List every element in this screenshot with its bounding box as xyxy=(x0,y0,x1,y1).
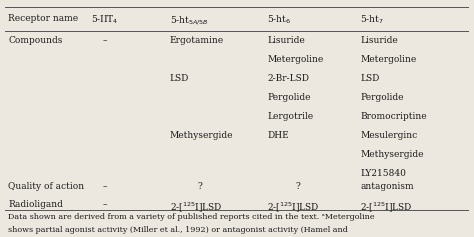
Text: Radioligand: Radioligand xyxy=(9,200,64,209)
Text: Lisuride: Lisuride xyxy=(267,36,305,45)
Text: 2-Br-LSD: 2-Br-LSD xyxy=(267,74,309,83)
Text: Methysergide: Methysergide xyxy=(360,150,424,159)
Text: Methysergide: Methysergide xyxy=(170,131,233,140)
Text: LSD: LSD xyxy=(360,74,380,83)
Text: 5-ht$_6$: 5-ht$_6$ xyxy=(267,14,291,27)
Text: Mesulerginc: Mesulerginc xyxy=(360,131,417,140)
Text: Compounds: Compounds xyxy=(9,36,63,45)
Text: Lisuride: Lisuride xyxy=(360,36,398,45)
Text: Pergolide: Pergolide xyxy=(360,93,403,102)
Text: 5-IIT$_4$: 5-IIT$_4$ xyxy=(91,14,118,27)
Text: Ergotamine: Ergotamine xyxy=(170,36,224,45)
Text: DHE: DHE xyxy=(267,131,289,140)
Text: Lergotrile: Lergotrile xyxy=(267,112,313,121)
Text: 2-[$^{125}$I]LSD: 2-[$^{125}$I]LSD xyxy=(360,200,413,214)
Text: 2-[$^{125}$I]LSD: 2-[$^{125}$I]LSD xyxy=(267,200,320,214)
Text: ?: ? xyxy=(295,182,300,191)
Text: Metergoline: Metergoline xyxy=(267,55,323,64)
Text: LSD: LSD xyxy=(170,74,189,83)
Text: Metergoline: Metergoline xyxy=(360,55,416,64)
Text: Quality of action: Quality of action xyxy=(9,182,84,191)
Text: –: – xyxy=(102,36,107,45)
Text: 2-[$^{125}$I]LSD: 2-[$^{125}$I]LSD xyxy=(170,200,222,214)
Text: LY215840: LY215840 xyxy=(360,169,406,178)
Text: ?: ? xyxy=(198,182,202,191)
Text: Receptor name: Receptor name xyxy=(9,14,79,23)
Text: Bromocriptine: Bromocriptine xyxy=(360,112,427,121)
Text: –: – xyxy=(102,182,107,191)
Text: Pergolide: Pergolide xyxy=(267,93,310,102)
Text: 5-ht$_{5A/5B}$: 5-ht$_{5A/5B}$ xyxy=(170,14,209,27)
Text: Data shown are derived from a variety of published reports cited in the text. ᵃM: Data shown are derived from a variety of… xyxy=(9,213,375,221)
Text: antagonism: antagonism xyxy=(360,182,414,191)
Text: shows partial agonist activity (Miller et al., 1992) or antagonist activity (Ham: shows partial agonist activity (Miller e… xyxy=(9,226,348,234)
Text: –: – xyxy=(102,200,107,209)
Text: 5-ht$_7$: 5-ht$_7$ xyxy=(360,14,384,27)
